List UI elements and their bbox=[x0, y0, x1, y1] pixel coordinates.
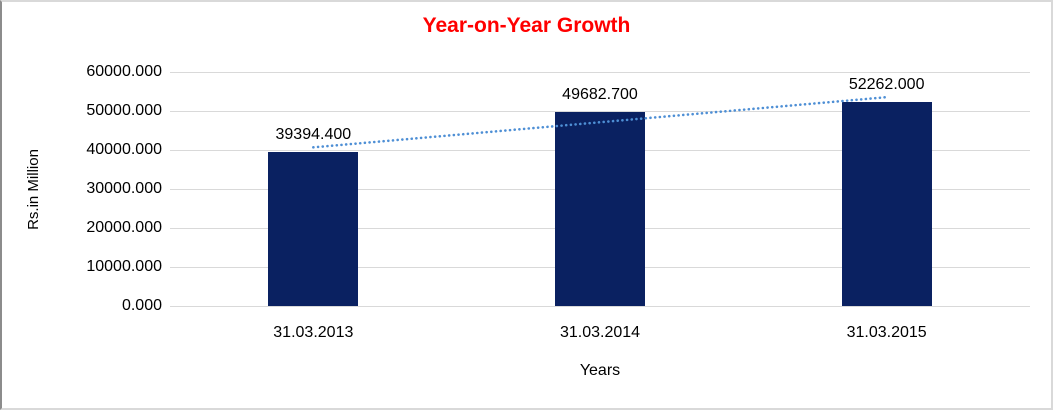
bar-31.03.2014 bbox=[555, 112, 645, 306]
y-axis-tick-label: 10000.000 bbox=[86, 258, 162, 275]
y-axis-tick-label: 30000.000 bbox=[86, 180, 162, 197]
gridline bbox=[170, 72, 1030, 73]
bar-value-label: 49682.700 bbox=[562, 86, 638, 104]
x-axis-title: Years bbox=[579, 362, 621, 379]
y-axis-title-text: Rs.in Million bbox=[24, 148, 42, 230]
y-axis-tick-label: 50000.000 bbox=[86, 102, 162, 119]
x-axis-category-label: 31.03.2013 bbox=[273, 324, 354, 341]
bar-value-label: 39394.400 bbox=[275, 126, 352, 144]
y-axis-tick-label: 20000.000 bbox=[86, 219, 162, 236]
x-axis-category-label: 31.03.2015 bbox=[846, 324, 927, 341]
bar-value-label: 52262.000 bbox=[848, 76, 925, 94]
gridline bbox=[170, 306, 1030, 307]
bar-31.03.2015 bbox=[841, 102, 932, 306]
y-axis-tick-label: 60000.000 bbox=[86, 63, 162, 80]
x-axis-category-label: 31.03.2014 bbox=[559, 324, 641, 341]
y-axis-tick-label: 0.000 bbox=[121, 297, 162, 314]
chart-title: Year-on-Year Growth bbox=[422, 14, 631, 37]
y-axis-tick-label: 40000.000 bbox=[86, 141, 162, 158]
bar-31.03.2013 bbox=[268, 152, 359, 306]
